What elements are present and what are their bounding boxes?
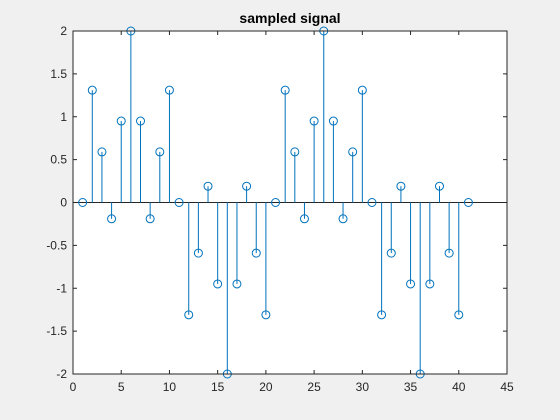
- stem-marker: [425, 279, 435, 289]
- y-tick-label: 1.5: [50, 67, 67, 81]
- stem-marker: [386, 248, 396, 258]
- x-tick-label: 40: [452, 380, 466, 394]
- x-tick-label: 5: [118, 380, 125, 394]
- y-tick-label: -1: [56, 281, 67, 295]
- stem-marker: [164, 85, 174, 95]
- stem-marker: [97, 147, 107, 157]
- stem-marker: [454, 310, 464, 320]
- stem-marker: [203, 181, 213, 191]
- stem-marker: [136, 116, 146, 126]
- stem-marker: [261, 310, 271, 320]
- x-tick-label: 20: [259, 380, 273, 394]
- y-tick-label: 1: [60, 110, 67, 124]
- stem-marker: [251, 248, 261, 258]
- stem-marker: [174, 198, 184, 207]
- stem-marker: [463, 198, 473, 207]
- stem-marker: [367, 198, 377, 207]
- x-tick-label: 30: [356, 380, 370, 394]
- x-tick-label: 15: [211, 380, 225, 394]
- stem-marker: [280, 85, 290, 95]
- stem-marker: [271, 198, 281, 207]
- stem-marker: [406, 279, 416, 289]
- y-tick-label: -0.5: [46, 238, 67, 252]
- stem-marker: [299, 214, 309, 224]
- x-tick-label: 25: [307, 380, 321, 394]
- y-tick-label: -2: [56, 367, 67, 381]
- y-tick-label: -1.5: [46, 324, 67, 338]
- stem-marker: [290, 147, 300, 157]
- stem-marker: [444, 248, 454, 258]
- stem-marker: [213, 279, 223, 289]
- stem-marker: [348, 147, 358, 157]
- stem-marker: [338, 214, 348, 224]
- stem-marker: [116, 116, 126, 126]
- x-tick-label: 35: [404, 380, 418, 394]
- stem-marker: [78, 198, 88, 207]
- stem-marker: [309, 116, 319, 126]
- x-tick-label: 45: [500, 380, 514, 394]
- y-tick-label: 2: [60, 24, 67, 38]
- chart-title: sampled signal: [239, 10, 340, 26]
- y-tick-label: 0: [60, 196, 67, 210]
- stem-marker: [193, 248, 203, 258]
- stem-marker: [328, 116, 338, 126]
- stem-marker: [155, 147, 165, 157]
- y-tick-label: 0.5: [50, 153, 67, 167]
- stem-marker: [434, 181, 444, 191]
- stem-marker: [184, 310, 194, 320]
- stem-marker: [377, 310, 387, 320]
- stem-marker: [396, 181, 406, 191]
- x-tick-label: 10: [163, 380, 177, 394]
- stem-marker: [357, 85, 367, 95]
- x-tick-label: 0: [70, 380, 77, 394]
- stem-marker: [145, 214, 155, 224]
- stem-marker: [242, 181, 252, 191]
- stem-marker: [107, 214, 117, 224]
- stem-marker: [232, 279, 242, 289]
- stem-marker: [87, 85, 97, 95]
